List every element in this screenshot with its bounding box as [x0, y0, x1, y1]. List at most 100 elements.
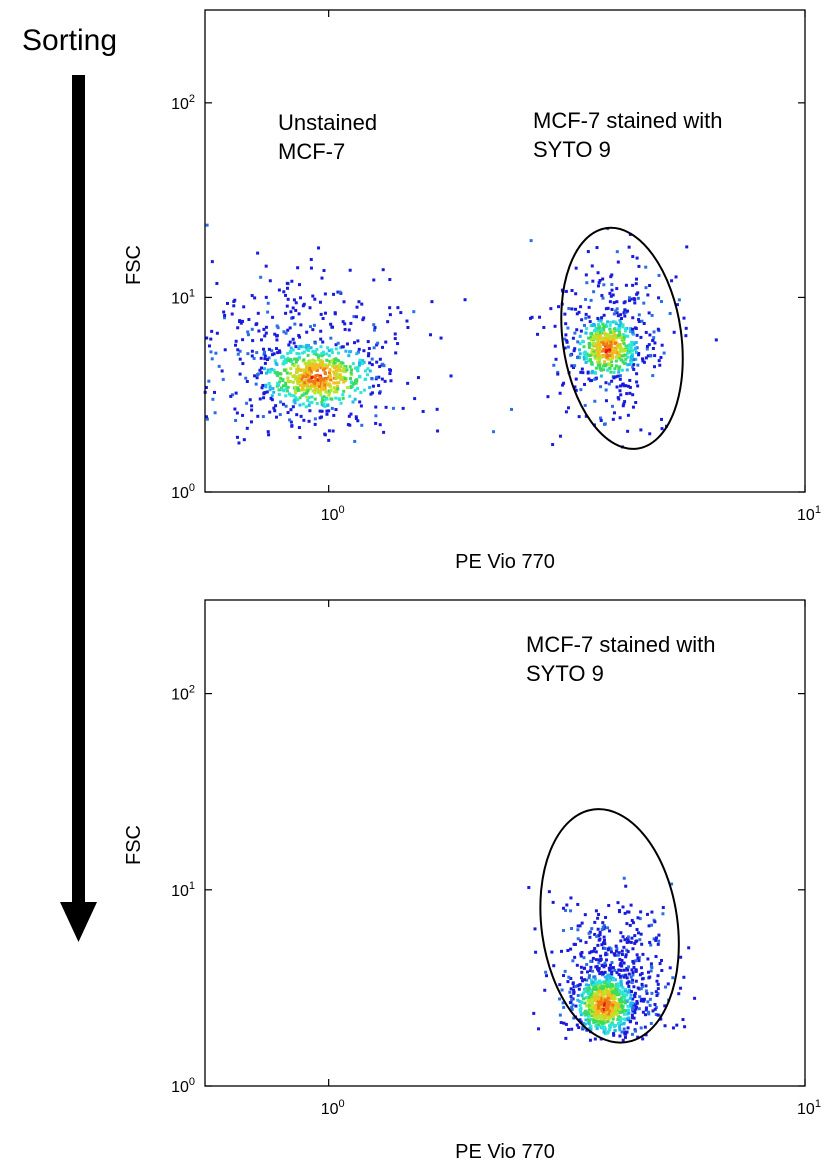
data-point	[335, 364, 339, 368]
data-point	[305, 330, 309, 334]
data-point	[298, 403, 302, 407]
data-point	[211, 397, 215, 401]
data-point	[315, 384, 319, 388]
data-point	[588, 951, 592, 955]
data-point	[286, 351, 290, 355]
data-point	[590, 989, 594, 993]
data-point	[336, 341, 340, 345]
data-point	[301, 304, 305, 308]
data-point	[633, 941, 637, 945]
data-point	[626, 363, 630, 367]
data-point	[618, 319, 622, 323]
data-point	[297, 356, 301, 360]
data-point	[642, 322, 646, 326]
data-point	[597, 912, 601, 916]
data-point	[323, 292, 327, 296]
data-point	[623, 911, 627, 915]
data-point	[259, 356, 263, 360]
data-point	[589, 1017, 593, 1021]
data-point	[338, 398, 342, 402]
data-point	[307, 346, 311, 350]
data-point	[615, 1003, 619, 1007]
data-point	[367, 352, 371, 356]
data-point	[582, 355, 586, 359]
data-point	[325, 397, 329, 401]
data-point	[256, 311, 260, 315]
data-point	[316, 365, 320, 369]
data-point	[215, 331, 219, 335]
data-point	[302, 370, 306, 374]
data-point	[612, 1009, 616, 1013]
data-point	[324, 379, 328, 383]
data-point	[659, 356, 663, 360]
data-point	[338, 346, 342, 350]
data-point	[354, 381, 358, 385]
data-point	[605, 344, 609, 348]
data-point	[601, 326, 605, 330]
data-point	[601, 925, 605, 929]
data-point	[569, 353, 573, 357]
data-point	[675, 303, 679, 307]
data-point	[320, 364, 324, 368]
data-point	[320, 402, 324, 406]
data-point	[332, 386, 336, 390]
data-point	[599, 345, 603, 349]
data-point	[570, 926, 574, 930]
data-point	[315, 348, 319, 352]
data-point	[264, 331, 268, 335]
data-point	[639, 987, 643, 991]
data-point	[634, 1021, 638, 1025]
data-point	[280, 386, 284, 390]
data-point	[627, 296, 631, 300]
data-point	[608, 976, 612, 980]
data-point	[596, 927, 600, 931]
data-point	[641, 357, 645, 361]
data-point	[617, 988, 621, 992]
data-point	[297, 380, 301, 384]
data-point	[370, 357, 374, 361]
data-point	[661, 906, 665, 910]
data-point	[347, 328, 351, 332]
data-point	[556, 372, 560, 376]
data-point	[610, 348, 614, 352]
data-point	[215, 281, 219, 285]
data-point	[656, 1013, 660, 1017]
data-point	[633, 301, 637, 305]
data-point	[607, 966, 611, 970]
data-point	[637, 959, 641, 963]
data-point	[315, 353, 319, 357]
data-point	[617, 323, 621, 327]
data-point	[646, 1000, 650, 1004]
data-point	[637, 318, 641, 322]
data-point	[611, 353, 615, 357]
data-point	[263, 350, 267, 354]
data-point	[621, 935, 625, 939]
data-point	[416, 376, 420, 380]
data-point	[613, 1002, 617, 1006]
data-point	[593, 399, 597, 403]
data-point	[619, 981, 623, 985]
data-point	[620, 949, 624, 953]
data-point	[625, 392, 629, 396]
data-point	[683, 1025, 687, 1029]
data-point	[634, 350, 638, 354]
data-point	[622, 311, 626, 315]
data-point	[289, 349, 293, 353]
data-point	[578, 1018, 582, 1022]
data-point	[630, 968, 634, 972]
data-point	[281, 379, 285, 383]
data-point	[381, 345, 385, 349]
x-tick-label: 100	[321, 504, 345, 524]
data-point	[649, 353, 653, 357]
data-point	[588, 999, 592, 1003]
data-point	[644, 356, 648, 360]
data-point	[622, 1012, 626, 1016]
data-point	[594, 376, 598, 380]
data-point	[603, 946, 607, 950]
data-point	[333, 372, 337, 376]
data-point	[275, 324, 279, 328]
data-point	[561, 1001, 565, 1005]
data-point	[613, 1012, 617, 1016]
data-point	[346, 423, 350, 427]
data-point	[641, 1037, 645, 1041]
